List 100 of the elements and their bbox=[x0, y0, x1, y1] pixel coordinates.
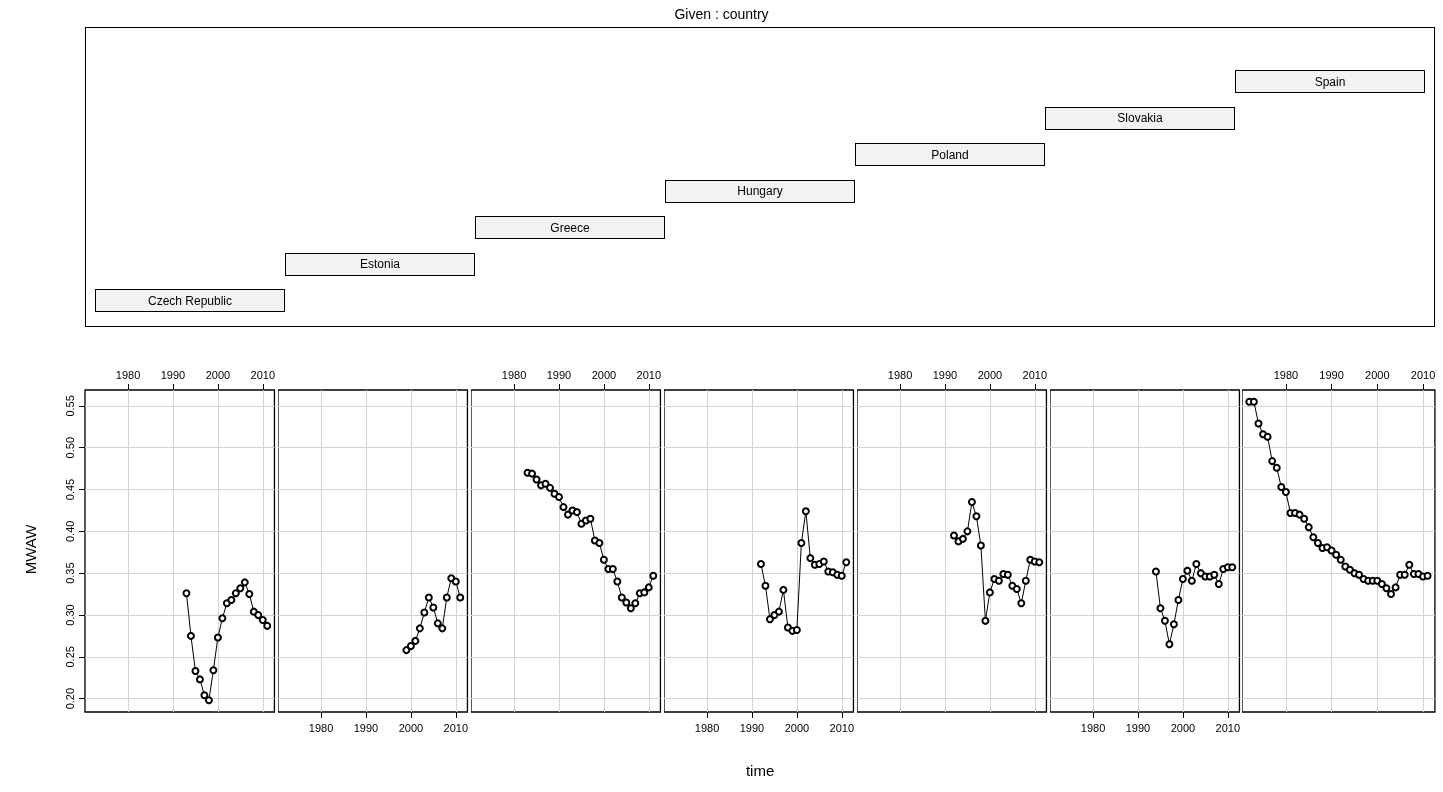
point bbox=[801, 507, 810, 516]
point bbox=[972, 512, 980, 521]
y-tick-label: 0.25 bbox=[63, 646, 76, 668]
x-tick-label: 1980 bbox=[308, 721, 334, 734]
point bbox=[1332, 550, 1341, 559]
point bbox=[231, 589, 240, 598]
point bbox=[1391, 583, 1400, 592]
x-tick-label: 1980 bbox=[1080, 721, 1105, 734]
x-tick-label: 2000 bbox=[591, 368, 616, 381]
point bbox=[1282, 488, 1291, 497]
point bbox=[182, 589, 191, 598]
point bbox=[1268, 457, 1277, 466]
point bbox=[1151, 567, 1160, 576]
point bbox=[841, 558, 850, 567]
point bbox=[1003, 570, 1012, 579]
point bbox=[1346, 565, 1355, 574]
point bbox=[1337, 555, 1346, 564]
x-tick-label: 1990 bbox=[1319, 368, 1345, 381]
point bbox=[622, 598, 631, 607]
y-tick-label: 0.40 bbox=[63, 520, 76, 543]
point bbox=[1178, 575, 1187, 584]
point bbox=[563, 510, 572, 519]
point bbox=[985, 588, 994, 597]
point bbox=[240, 578, 249, 587]
x-tick-label: 2010 bbox=[250, 368, 276, 381]
x-tick-label: 2010 bbox=[636, 368, 661, 381]
x-tick-label: 1980 bbox=[694, 721, 720, 734]
point bbox=[1378, 580, 1387, 589]
x-tick-label: 2000 bbox=[205, 368, 231, 381]
y-tick-label: 0.30 bbox=[63, 604, 76, 626]
y-tick-label: 0.35 bbox=[63, 562, 76, 584]
text: Estonia bbox=[285, 252, 475, 276]
x-tick-label: 1980 bbox=[115, 368, 141, 381]
point bbox=[415, 624, 424, 633]
point bbox=[599, 555, 608, 564]
x-tick-label: 2010 bbox=[829, 721, 854, 734]
x-tick-label: 1990 bbox=[932, 368, 957, 381]
point bbox=[527, 469, 536, 478]
point bbox=[411, 636, 420, 645]
point bbox=[442, 593, 451, 602]
point bbox=[756, 559, 765, 568]
text: Poland bbox=[855, 143, 1045, 166]
x-tick-label: 2000 bbox=[398, 721, 424, 734]
point bbox=[967, 498, 976, 507]
point bbox=[424, 593, 433, 602]
point bbox=[1169, 620, 1178, 629]
x-tick-label: 1980 bbox=[501, 368, 527, 381]
point bbox=[837, 571, 846, 580]
point bbox=[429, 603, 438, 612]
x-tick-label: 1990 bbox=[353, 721, 379, 734]
point bbox=[1314, 539, 1323, 548]
text: Slovakia bbox=[1045, 106, 1235, 130]
point bbox=[1191, 559, 1200, 568]
point bbox=[779, 585, 788, 594]
x-tick-label: 2010 bbox=[1022, 368, 1047, 381]
point bbox=[258, 616, 267, 624]
point bbox=[1187, 576, 1196, 585]
point bbox=[963, 527, 972, 536]
x-tick-label: 2000 bbox=[1170, 721, 1195, 734]
point bbox=[218, 614, 227, 623]
point bbox=[1382, 584, 1391, 593]
x-tick-label: 1980 bbox=[887, 368, 912, 381]
point bbox=[1214, 580, 1223, 589]
point bbox=[559, 503, 568, 512]
y-axis-title: MWAW bbox=[21, 523, 39, 577]
point bbox=[236, 584, 245, 593]
y-tick-label: 0.50 bbox=[63, 437, 76, 459]
x-tick-label: 1990 bbox=[1125, 721, 1150, 734]
point bbox=[1173, 595, 1182, 604]
point bbox=[227, 595, 236, 604]
point bbox=[949, 531, 958, 540]
point bbox=[554, 493, 563, 502]
point bbox=[200, 691, 209, 700]
point bbox=[245, 590, 254, 599]
x-tick-label: 2010 bbox=[443, 721, 468, 734]
y-tick-label: 0.20 bbox=[63, 687, 76, 710]
point bbox=[1277, 483, 1286, 492]
point bbox=[631, 599, 640, 608]
point bbox=[958, 534, 967, 543]
point bbox=[213, 633, 222, 642]
point bbox=[456, 593, 465, 602]
point bbox=[572, 508, 581, 517]
point bbox=[586, 514, 595, 523]
point bbox=[254, 610, 263, 619]
point bbox=[765, 615, 774, 624]
y-tick-label: 0.55 bbox=[63, 395, 76, 417]
point bbox=[1155, 604, 1164, 613]
x-tick-label: 2010 bbox=[1215, 721, 1240, 734]
point bbox=[976, 541, 985, 550]
point bbox=[1387, 590, 1396, 599]
point bbox=[195, 675, 204, 684]
x-axis-title: time bbox=[744, 762, 776, 779]
point bbox=[1160, 616, 1169, 625]
point bbox=[1273, 463, 1282, 472]
point bbox=[433, 619, 442, 628]
point bbox=[263, 621, 272, 630]
text: Given : country bbox=[673, 6, 770, 22]
point bbox=[209, 666, 218, 675]
point bbox=[797, 539, 806, 548]
point bbox=[761, 581, 770, 590]
